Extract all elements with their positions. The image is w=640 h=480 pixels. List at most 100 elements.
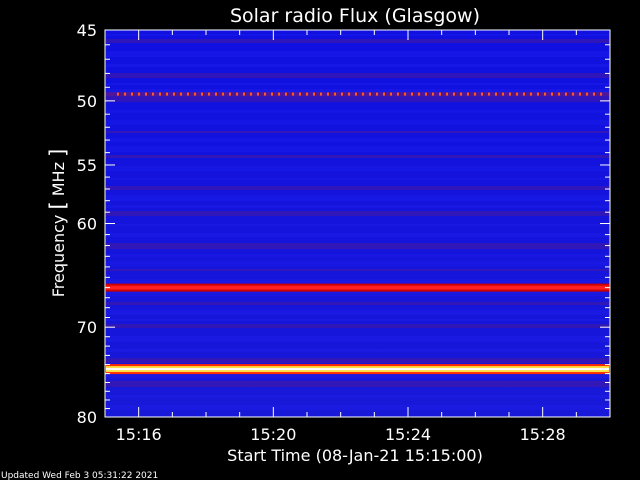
y-axis-label: Frequency [ MHz ] — [46, 149, 70, 298]
emission-dot — [257, 92, 259, 96]
emission-dot — [516, 92, 518, 96]
emission-dot — [460, 92, 462, 96]
emission-dot — [502, 92, 504, 96]
y-tick-label: 80 — [77, 408, 97, 427]
emission-dot — [187, 92, 189, 96]
background-stripe — [106, 233, 609, 237]
emission-dot — [145, 92, 147, 96]
plot-area — [104, 29, 611, 418]
background-stripe — [106, 120, 609, 125]
emission-dot — [222, 92, 224, 96]
emission-dot — [131, 92, 133, 96]
emission-dot — [208, 92, 210, 96]
x-tick-label: 15:20 — [250, 425, 296, 444]
emission-dot — [558, 92, 560, 96]
emission-band-core — [106, 285, 609, 290]
emission-dot — [474, 92, 476, 96]
emission-dot — [117, 92, 119, 96]
emission-dot — [285, 92, 287, 96]
background-stripe — [106, 349, 609, 352]
emission-dot — [173, 92, 175, 96]
emission-dot — [509, 92, 511, 96]
emission-dot — [537, 92, 539, 96]
emission-dot — [397, 92, 399, 96]
background-stripe — [106, 178, 609, 180]
updated-timestamp: Updated Wed Feb 3 05:31:22 2021 — [1, 471, 158, 480]
background-stripe — [106, 405, 609, 410]
emission-dot — [334, 92, 336, 96]
background-stripe — [106, 83, 609, 85]
background-stripe — [106, 89, 609, 93]
emission-dot — [390, 92, 392, 96]
emission-band-base — [106, 92, 609, 97]
emission-dot — [138, 92, 140, 96]
emission-dot — [299, 92, 301, 96]
emission-dot — [362, 92, 364, 96]
emission-dot — [530, 92, 532, 96]
emission-dot — [369, 92, 371, 96]
emission-dot — [292, 92, 294, 96]
background-stripe — [106, 290, 609, 296]
emission-dot — [215, 92, 217, 96]
background-stripe — [106, 195, 609, 201]
emission-dot — [194, 92, 196, 96]
background-stripe — [106, 381, 609, 387]
emission-dot — [600, 92, 602, 96]
emission-dot — [467, 92, 469, 96]
emission-dot — [341, 92, 343, 96]
x-tick-label: 15:28 — [520, 425, 566, 444]
emission-dot — [201, 92, 203, 96]
y-tick-label: 55 — [77, 156, 97, 175]
emission-dot — [551, 92, 553, 96]
background-stripe — [106, 302, 609, 305]
emission-dot — [124, 92, 126, 96]
y-tick-label: 50 — [77, 92, 97, 111]
emission-dot — [152, 92, 154, 96]
background-stripe — [106, 324, 609, 328]
emission-dot — [481, 92, 483, 96]
y-axis-label-unit: MHz — [49, 162, 68, 196]
emission-dot — [320, 92, 322, 96]
emission-dot — [355, 92, 357, 96]
background-stripe — [106, 310, 609, 315]
background-stripe — [106, 73, 609, 78]
emission-dot — [432, 92, 434, 96]
chart-title: Solar radio Flux (Glasgow) — [230, 5, 480, 27]
background-stripe — [106, 374, 609, 378]
emission-dot — [411, 92, 413, 96]
y-tick-label: 45 — [77, 21, 97, 40]
emission-dot — [306, 92, 308, 96]
background-stripe — [106, 261, 609, 266]
background-stripe — [106, 319, 609, 321]
emission-dot — [348, 92, 350, 96]
x-axis: 15:16 15:20 15:24 15:28 — [116, 30, 577, 444]
emission-dot — [250, 92, 252, 96]
background-stripe — [106, 39, 609, 43]
emission-dot — [166, 92, 168, 96]
background-stripe — [106, 336, 609, 342]
emission-dot — [180, 92, 182, 96]
background-stripe — [106, 186, 609, 190]
background-stripe — [106, 254, 609, 257]
emission-dot — [327, 92, 329, 96]
emission-dot — [439, 92, 441, 96]
emission-dot — [488, 92, 490, 96]
emission-band-peak — [106, 368, 609, 371]
emission-dot — [495, 92, 497, 96]
background-stripe — [106, 51, 609, 57]
background-stripe — [106, 138, 609, 142]
y-tick-label: 70 — [77, 318, 97, 337]
background-stripe — [106, 395, 609, 398]
y-axis-bracket-close: ] — [46, 149, 70, 157]
background-stripe — [106, 211, 609, 216]
svg-text:Frequency [ MHz: Frequency [ MHz ] — [46, 149, 70, 298]
emission-dot — [383, 92, 385, 96]
emission-dot — [453, 92, 455, 96]
background-stripe — [106, 34, 609, 36]
background-stripe — [106, 358, 609, 363]
y-axis: 45 50 55 60 70 80 — [77, 21, 610, 427]
background-stripe — [106, 146, 609, 152]
y-tick-label: 60 — [77, 215, 97, 234]
background-stripe — [106, 96, 609, 102]
